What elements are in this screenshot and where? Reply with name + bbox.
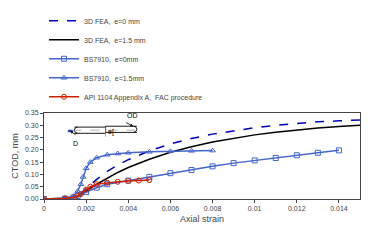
svg-text:BS7910, e=1.5mm: BS7910, e=1.5mm: [84, 75, 144, 82]
svg-text:0.00: 0.00: [25, 195, 39, 202]
svg-text:D: D: [73, 140, 78, 147]
svg-text:API 1104 Appendix A, FAC proc: API 1104 Appendix A, FAC procedure: [84, 94, 202, 102]
svg-text:0.25: 0.25: [25, 134, 39, 141]
svg-text:0.01: 0.01: [248, 205, 262, 212]
svg-text:0.15: 0.15: [25, 159, 39, 166]
svg-text:0: 0: [42, 205, 46, 212]
svg-text:0.05: 0.05: [25, 183, 39, 190]
svg-text:0.35: 0.35: [25, 109, 39, 116]
svg-text:0.014: 0.014: [330, 205, 348, 212]
svg-text:3D FEA, e=1.5 mm: 3D FEA, e=1.5 mm: [84, 37, 146, 44]
svg-text:CTOD, mm: CTOD, mm: [10, 133, 20, 178]
svg-text:0.30: 0.30: [25, 122, 39, 129]
svg-text:0.002: 0.002: [77, 205, 95, 212]
svg-text:0.004: 0.004: [120, 205, 138, 212]
svg-text:e[: e[: [108, 128, 114, 136]
svg-text:0.10: 0.10: [25, 171, 39, 178]
svg-text:OD: OD: [127, 112, 138, 119]
svg-text:3D FEA, e=0 mm: 3D FEA, e=0 mm: [84, 18, 140, 25]
svg-text:Axial strain: Axial strain: [180, 214, 224, 224]
svg-text:0.008: 0.008: [204, 205, 222, 212]
svg-text:0.012: 0.012: [288, 205, 306, 212]
svg-text:0.006: 0.006: [162, 205, 180, 212]
svg-text:BS7910, e=0mm: BS7910, e=0mm: [84, 56, 138, 63]
svg-text:0.20: 0.20: [25, 146, 39, 153]
